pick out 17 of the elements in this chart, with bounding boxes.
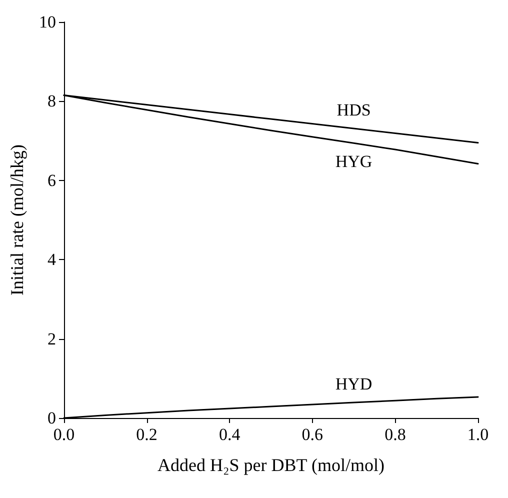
x-tick-label: 0.4 bbox=[218, 425, 241, 444]
series-label: HDS bbox=[336, 100, 371, 120]
series-label: HYD bbox=[335, 374, 372, 394]
x-tick-label: 0.8 bbox=[384, 425, 406, 444]
x-tick-label: 1.0 bbox=[467, 425, 489, 444]
y-tick-label: 6 bbox=[48, 170, 56, 190]
y-tick-label: 2 bbox=[48, 329, 56, 348]
y-tick-label: 0 bbox=[48, 408, 56, 428]
y-tick-label: 10 bbox=[39, 12, 56, 32]
x-tick-label: 0.6 bbox=[302, 425, 324, 444]
x-axis-title: Added H₂S per DBT (mol/mol) bbox=[158, 455, 384, 475]
y-tick-label: 8 bbox=[48, 92, 56, 111]
y-axis-title: Initial rate (mol/hkg) bbox=[7, 144, 27, 296]
x-tick-label: 0.0 bbox=[53, 425, 75, 444]
y-tick-label: 4 bbox=[48, 250, 56, 270]
x-tick-label: 0.2 bbox=[136, 425, 158, 444]
series-label: HYG bbox=[335, 152, 372, 172]
